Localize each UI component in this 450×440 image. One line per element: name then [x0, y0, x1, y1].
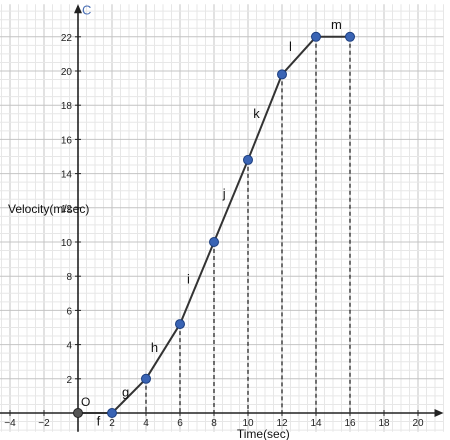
line-segment: [247, 74, 283, 161]
y-tick-label: 22: [61, 33, 73, 44]
y-axis-point-label: C: [82, 2, 91, 17]
y-tick-label: 4: [66, 341, 72, 352]
y-tick-label: 12: [61, 204, 73, 215]
data-point: [175, 319, 185, 330]
data-point: [141, 373, 151, 384]
segment-label: l: [289, 39, 292, 54]
data-point: [345, 31, 355, 42]
x-tick-label: 20: [412, 418, 424, 429]
data-point: [243, 154, 253, 165]
segment-label: h: [151, 340, 158, 355]
x-tick-label: 18: [378, 418, 390, 429]
data-point: [277, 69, 287, 80]
x-tick-label: 2: [109, 418, 115, 429]
line-segment: [145, 323, 181, 380]
segment-label: m: [331, 17, 342, 32]
y-tick-label: 2: [66, 375, 72, 386]
x-tick-label: −2: [38, 418, 50, 429]
x-tick-label: −4: [4, 418, 16, 429]
x-tick-label: 12: [276, 418, 288, 429]
data-point: [209, 237, 219, 247]
segment-label: k: [253, 106, 260, 121]
y-axis-title: Velocity(m/sec): [8, 202, 89, 216]
data-point: [107, 408, 117, 418]
y-tick-label: 8: [66, 272, 72, 283]
y-tick-label: 16: [61, 135, 73, 146]
x-tick-label: 6: [177, 418, 183, 429]
origin-label: O: [81, 395, 90, 409]
y-tick-label: 20: [61, 67, 73, 78]
x-axis-title: Time(sec): [237, 427, 290, 440]
x-tick-label: 8: [211, 418, 217, 429]
origin-point: [73, 408, 83, 418]
line-segment: [281, 36, 317, 76]
y-tick-label: 18: [61, 101, 73, 112]
x-tick-label: 14: [310, 418, 322, 429]
x-axis-arrow: [434, 409, 444, 417]
y-tick-label: 10: [61, 238, 73, 249]
y-tick-label: 14: [61, 170, 73, 181]
segment-label: j: [222, 186, 226, 201]
segment-label: g: [122, 384, 129, 399]
segment-label: f: [97, 414, 101, 429]
y-tick-label: 6: [66, 306, 72, 317]
x-tick-label: 4: [143, 418, 149, 429]
y-axis-arrow: [74, 4, 82, 14]
x-tick-label: 16: [344, 418, 356, 429]
line-segment: [111, 378, 147, 414]
data-point: [311, 31, 321, 42]
line-segment: [179, 241, 215, 325]
line-segment: [213, 159, 249, 243]
segment-label: i: [187, 272, 190, 287]
x-tick-label: 10: [242, 418, 254, 429]
